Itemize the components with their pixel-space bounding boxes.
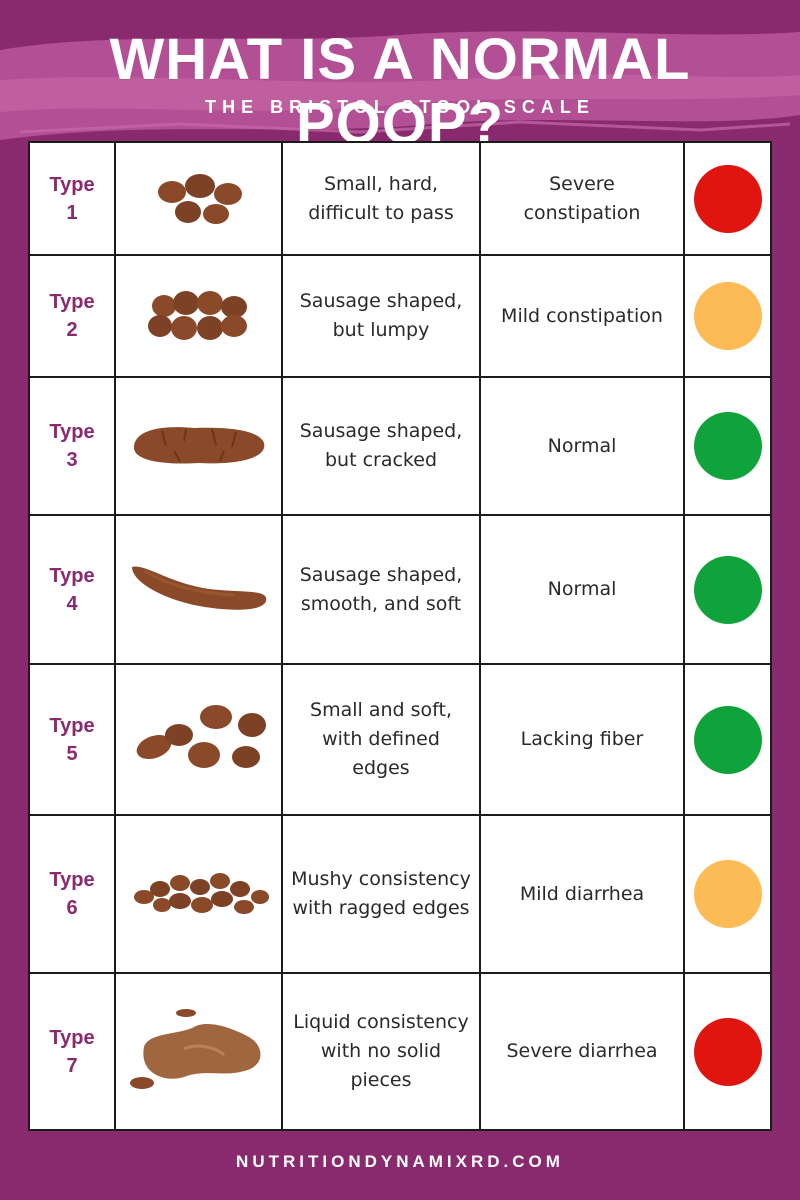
type-label: Type 4 bbox=[49, 564, 95, 615]
status-indicator-green bbox=[693, 555, 762, 624]
type-label: Type 1 bbox=[49, 173, 95, 224]
table-row: Type 5 Small and soft, with defined edge… bbox=[30, 665, 770, 816]
table-row: Type 3 Sausage shaped, but cracked Norma… bbox=[30, 378, 770, 516]
description-text: Small and soft, with defined edges bbox=[310, 699, 452, 779]
brush-stroke-background bbox=[0, 31, 800, 141]
description-text: Sausage shaped, but lumpy bbox=[299, 290, 463, 341]
status-indicator-red bbox=[693, 164, 762, 233]
description-text: Liquid consistency with no solid pieces bbox=[293, 1011, 469, 1091]
description-text: Small, hard, difficult to pass bbox=[308, 172, 454, 224]
lumpy-sausage-icon bbox=[147, 291, 247, 340]
bristol-scale-table: Type 1 Small, hard, difficult to pass Se… bbox=[28, 141, 772, 1131]
type-label: Type 6 bbox=[49, 869, 95, 919]
table-row: Type 7 Liquid consistency with no solid … bbox=[30, 974, 770, 1129]
smooth-sausage-icon bbox=[131, 565, 266, 610]
description-text: Sausage shaped, smooth, and soft bbox=[299, 563, 463, 615]
header-banner: WHAT IS A NORMAL POOP? THE BRISTOL STOOL… bbox=[0, 0, 800, 156]
separate-hard-lumps-icon bbox=[157, 173, 242, 224]
status-indicator-green bbox=[693, 705, 762, 774]
page-title: WHAT IS A NORMAL POOP? bbox=[109, 27, 691, 156]
table-row: Type 4 Sausage shaped, smooth, and soft … bbox=[30, 516, 770, 665]
meaning-text: Normal bbox=[547, 578, 617, 600]
status-indicator-orange bbox=[693, 282, 762, 350]
table-row: Type 1 Small, hard, difficult to pass Se… bbox=[30, 143, 770, 256]
status-indicator-green bbox=[693, 412, 762, 480]
liquid-puddle-icon bbox=[129, 1008, 260, 1089]
type-label: Type 5 bbox=[49, 714, 95, 765]
meaning-text: Mild constipation bbox=[501, 304, 663, 327]
status-indicator-red bbox=[693, 1017, 762, 1086]
meaning-text: Mild diarrhea bbox=[519, 882, 645, 905]
meaning-text: Severe constipation bbox=[523, 172, 641, 224]
meaning-text: Normal bbox=[547, 434, 617, 457]
description-text: Mushy consistency with ragged edges bbox=[291, 868, 471, 919]
meaning-text: Lacking fiber bbox=[520, 728, 644, 750]
website-footer: NUTRITIONDYNAMIXRD.COM bbox=[236, 1152, 564, 1171]
table-row: Type 2 Sausage shaped, but lumpy Mild co… bbox=[30, 256, 770, 378]
description-text: Sausage shaped, but cracked bbox=[299, 420, 463, 471]
table-row: Type 6 Mushy consistency with ragged edg… bbox=[30, 816, 770, 974]
page-subtitle: THE BRISTOL STOOL SCALE bbox=[205, 97, 595, 117]
soft-blobs-icon bbox=[136, 704, 266, 768]
type-label: Type 7 bbox=[49, 1026, 95, 1077]
status-indicator-orange bbox=[693, 860, 762, 928]
mushy-pieces-icon bbox=[133, 873, 269, 914]
cracked-sausage-icon bbox=[133, 427, 264, 464]
meaning-text: Severe diarrhea bbox=[506, 1040, 658, 1062]
type-label: Type 3 bbox=[49, 421, 95, 471]
type-label: Type 2 bbox=[49, 291, 95, 341]
